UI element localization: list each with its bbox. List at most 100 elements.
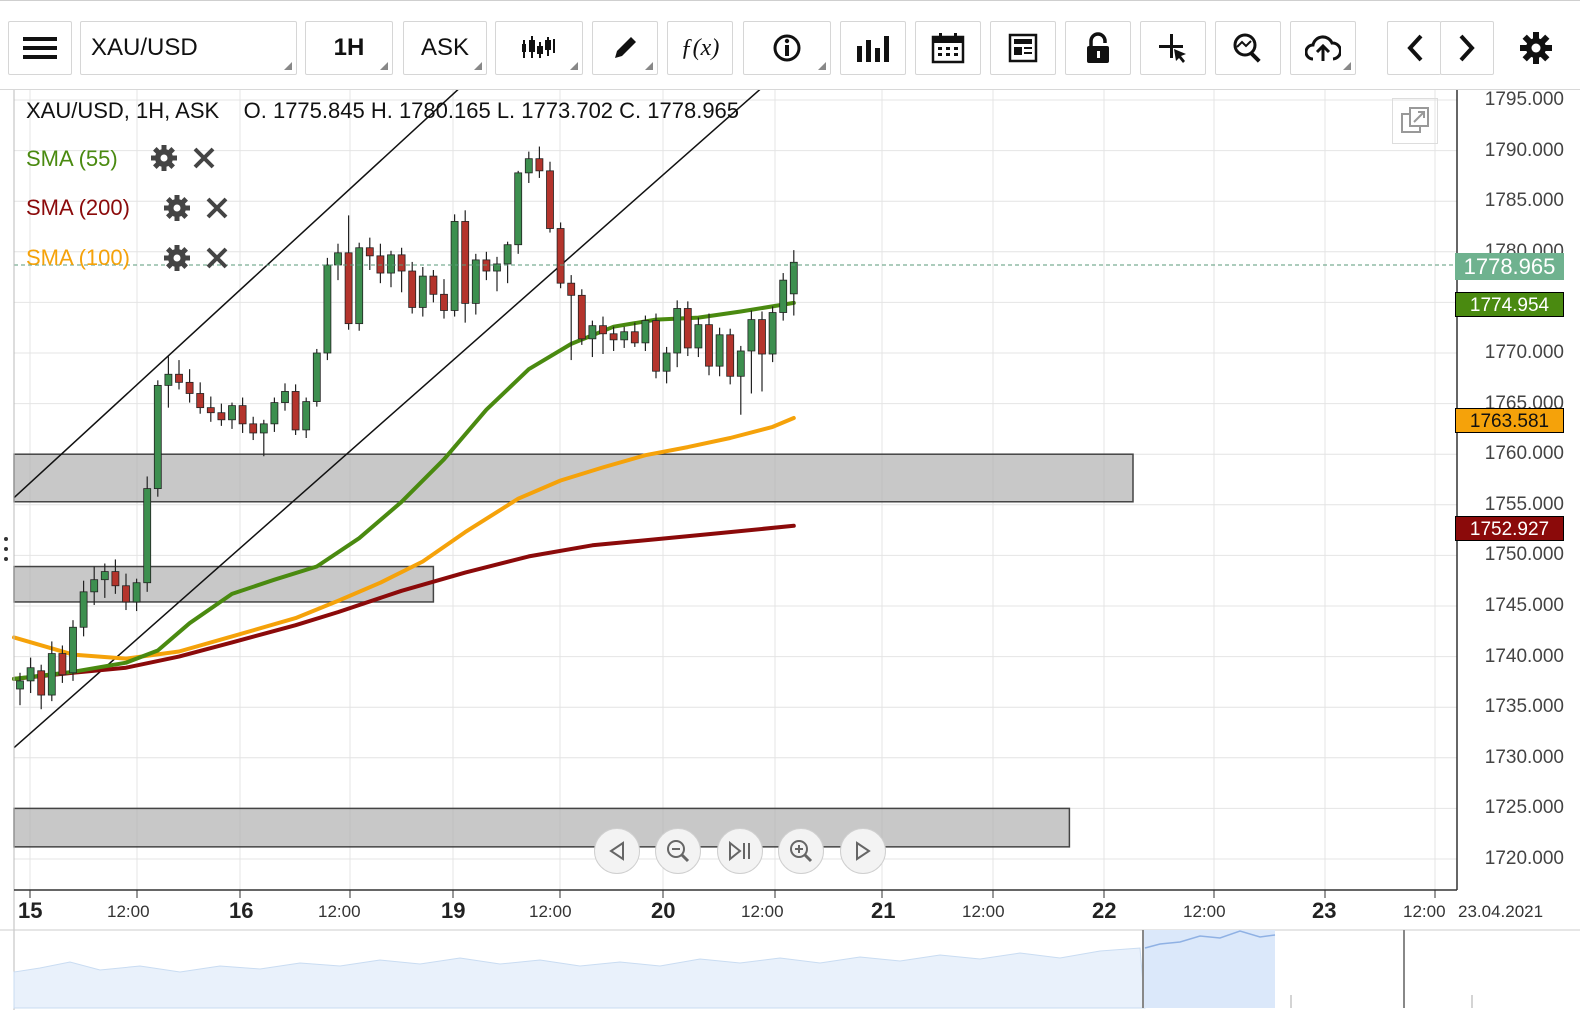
candle-body bbox=[620, 331, 629, 341]
zoom-in-icon bbox=[790, 840, 813, 863]
zoom-tool-button[interactable] bbox=[1215, 21, 1281, 75]
price-axis-label: 1750.000 bbox=[1484, 544, 1564, 566]
info-button[interactable] bbox=[743, 21, 831, 75]
sma100-close-icon[interactable] bbox=[206, 247, 228, 269]
candle-body bbox=[69, 626, 77, 674]
zoom-in-button[interactable] bbox=[778, 828, 824, 874]
candle bbox=[630, 322, 639, 347]
candle-body bbox=[100, 571, 109, 581]
candle bbox=[418, 266, 427, 317]
popout-icon bbox=[1401, 107, 1429, 133]
chart-type-button[interactable] bbox=[495, 21, 583, 75]
gear-icon bbox=[1520, 32, 1552, 64]
menu-icon bbox=[23, 37, 57, 59]
panel-resize-handle[interactable] bbox=[2, 535, 10, 565]
candle bbox=[705, 313, 713, 376]
lock-button[interactable] bbox=[1065, 21, 1131, 75]
time-label-15: 15 bbox=[18, 898, 43, 923]
sma200-line bbox=[12, 523, 796, 681]
candle bbox=[673, 300, 682, 368]
function-button[interactable]: ƒ(x) bbox=[667, 21, 733, 75]
sma55-tag: 1774.954 bbox=[1455, 292, 1564, 317]
interval-select[interactable]: 1H bbox=[305, 21, 393, 75]
menu-button[interactable] bbox=[8, 21, 72, 75]
candle bbox=[736, 345, 745, 415]
candle-body bbox=[58, 653, 67, 676]
candle-body bbox=[291, 391, 300, 431]
sma55-close-icon[interactable] bbox=[193, 147, 215, 169]
scroll-right-button[interactable] bbox=[1440, 21, 1494, 75]
candle bbox=[47, 641, 56, 702]
reset-view-button[interactable] bbox=[717, 828, 763, 874]
sma55-settings-icon[interactable] bbox=[151, 145, 177, 171]
candle bbox=[344, 215, 353, 330]
candle bbox=[641, 315, 650, 351]
candle-body bbox=[503, 244, 512, 265]
candle bbox=[652, 313, 660, 379]
trend-channel-line bbox=[13, 58, 795, 749]
sma200-close-icon[interactable] bbox=[206, 197, 228, 219]
zoom-out-button[interactable] bbox=[655, 828, 701, 874]
candle bbox=[196, 382, 205, 414]
price-axis-label: 1735.000 bbox=[1484, 696, 1564, 718]
candle bbox=[758, 311, 766, 392]
candle-body bbox=[768, 312, 777, 355]
candle bbox=[16, 672, 24, 706]
candle bbox=[620, 326, 629, 348]
crosshair-button[interactable] bbox=[1140, 21, 1206, 75]
candle bbox=[111, 559, 120, 594]
price-axis-label: 1785.000 bbox=[1484, 190, 1564, 212]
support-resistance-zone bbox=[13, 807, 1071, 848]
candle-body bbox=[249, 423, 258, 434]
pan-left-button[interactable] bbox=[594, 828, 640, 874]
symbol-input[interactable]: XAU/USD bbox=[80, 21, 297, 75]
chevron-right-icon bbox=[1459, 34, 1475, 62]
candle-body bbox=[705, 324, 713, 367]
candle-body bbox=[355, 247, 364, 325]
price-axis-label: 1770.000 bbox=[1484, 342, 1564, 363]
candle-body bbox=[694, 324, 703, 349]
price-axis-label: 1740.000 bbox=[1484, 645, 1564, 667]
candle-body bbox=[26, 667, 35, 682]
candle bbox=[249, 416, 258, 441]
candle-body bbox=[228, 405, 236, 421]
candle bbox=[302, 397, 311, 439]
sma100-settings-icon[interactable] bbox=[164, 245, 190, 271]
candle bbox=[387, 250, 395, 288]
sma200-settings-icon[interactable] bbox=[164, 195, 190, 221]
price-axis-label: 1755.000 bbox=[1484, 493, 1564, 515]
candle-body bbox=[397, 254, 406, 272]
candle-body bbox=[143, 488, 152, 584]
candle bbox=[429, 270, 438, 303]
price-type-select[interactable]: ASK bbox=[403, 21, 487, 75]
candle bbox=[228, 402, 236, 429]
time-label-21-1200: 12:00 bbox=[962, 902, 1005, 921]
candle bbox=[683, 301, 692, 357]
calendar-button[interactable] bbox=[915, 21, 981, 75]
zoom-icon bbox=[1233, 33, 1261, 63]
pan-right-button[interactable] bbox=[840, 828, 886, 874]
candle bbox=[69, 620, 77, 681]
candle bbox=[397, 247, 406, 293]
price-axis-label: 1760.000 bbox=[1484, 443, 1564, 465]
candle bbox=[503, 241, 512, 284]
candle-body bbox=[334, 252, 342, 266]
candle-body bbox=[408, 270, 417, 308]
candle-body bbox=[196, 393, 205, 409]
scroll-left-button[interactable] bbox=[1387, 21, 1441, 75]
popout-button[interactable] bbox=[1392, 98, 1438, 144]
draw-tool-button[interactable] bbox=[592, 21, 658, 75]
candle-body bbox=[302, 401, 311, 431]
candle bbox=[259, 419, 268, 457]
news-button[interactable] bbox=[990, 21, 1056, 75]
time-label-22: 22 bbox=[1092, 898, 1117, 923]
candle bbox=[726, 328, 735, 385]
candle bbox=[312, 348, 321, 407]
candle-body bbox=[747, 319, 756, 352]
volume-button[interactable] bbox=[840, 21, 906, 75]
time-label-19-1200: 12:00 bbox=[529, 902, 572, 921]
settings-button[interactable] bbox=[1503, 21, 1569, 75]
candle bbox=[609, 326, 618, 351]
cloud-upload-button[interactable] bbox=[1290, 21, 1356, 75]
chevron-left-icon bbox=[1406, 34, 1422, 62]
